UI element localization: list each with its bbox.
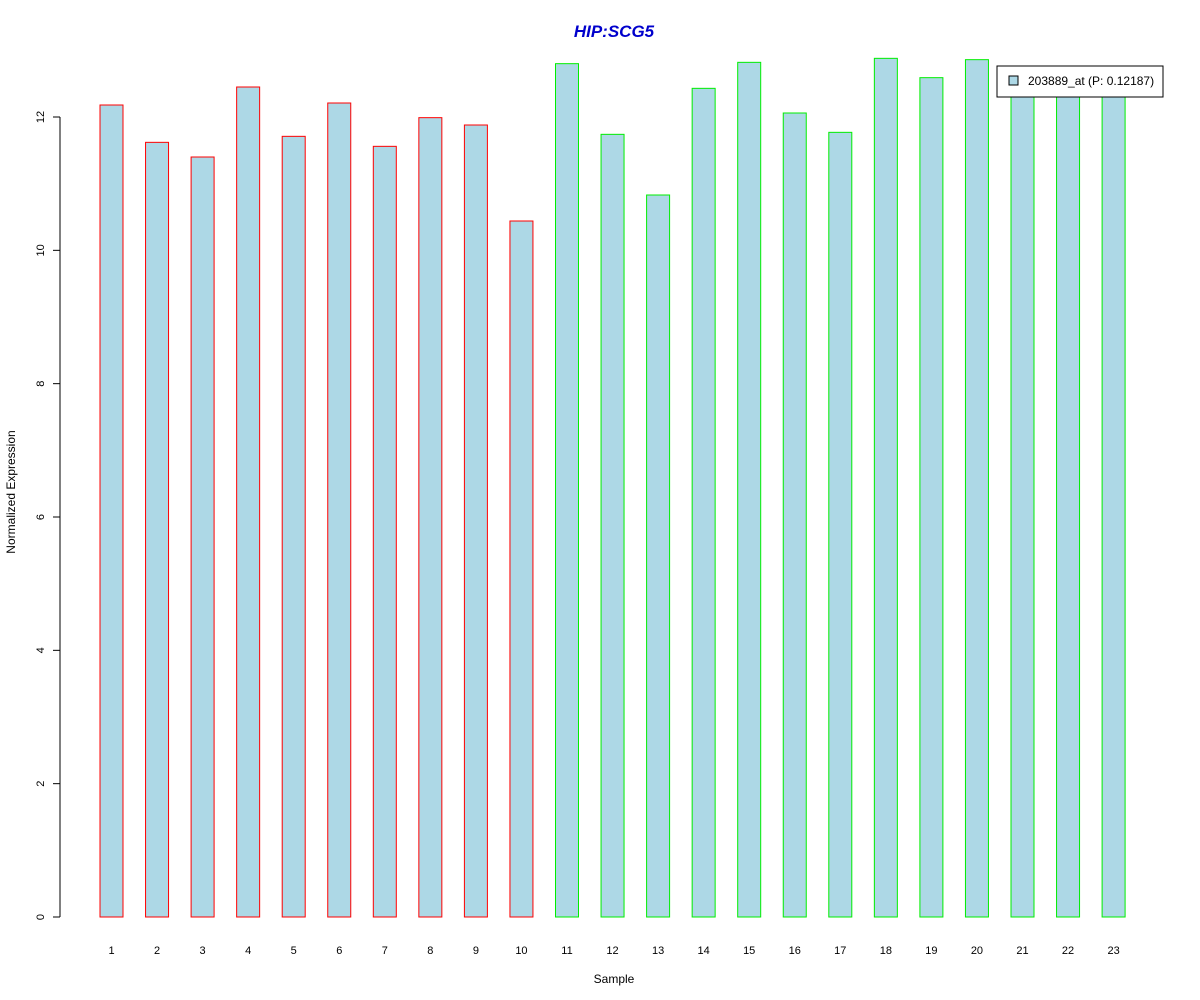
y-tick-label: 4 [35,647,47,653]
x-tick-label: 6 [336,945,342,957]
bar-sample-10 [509,220,534,918]
x-tick-label: 12 [606,945,618,957]
y-axis-title: Normalized Expression [4,430,18,553]
bar-sample-5 [281,135,306,918]
bar-sample-21 [1010,94,1035,918]
bar-sample-18 [873,57,898,918]
x-tick-label: 9 [473,945,479,957]
legend: 203889_at (P: 0.12187) [996,65,1164,98]
x-tick-label: 3 [200,945,206,957]
y-tick-label: 10 [35,244,47,256]
bar-sample-23 [1101,94,1126,918]
bar-sample-16 [782,112,807,918]
y-tick-label: 12 [35,111,47,123]
bar-sample-17 [828,131,853,918]
bar-sample-8 [418,117,443,918]
x-tick-label: 21 [1016,945,1028,957]
bar-sample-9 [463,124,488,918]
x-tick-label: 13 [652,945,664,957]
x-tick-label: 19 [925,945,937,957]
bar-sample-13 [646,194,671,918]
y-axis: 0 2 4 6 8 10 12 [35,111,61,920]
chart-title: HIP:SCG5 [574,22,655,41]
bar-sample-11 [555,63,579,918]
x-tick-label: 2 [154,945,160,957]
y-tick-label: 2 [35,781,47,787]
bars-group [99,57,1126,918]
bar-sample-4 [236,86,261,918]
x-tick-labels: 1 2 3 4 5 6 7 8 9 10 11 12 13 14 15 16 17 18 19 20 21 22 23 [108,945,1119,957]
x-tick-label: 17 [834,945,846,957]
x-tick-label: 22 [1062,945,1074,957]
legend-swatch [1008,75,1019,86]
x-tick-label: 14 [698,945,710,957]
x-tick-label: 11 [561,945,572,957]
bar-sample-14 [691,87,716,918]
x-tick-label: 1 [108,945,114,957]
bar-sample-19 [919,77,944,918]
x-tick-label: 20 [971,945,983,957]
bar-sample-2 [145,141,170,918]
x-tick-label: 16 [789,945,801,957]
x-tick-label: 4 [245,945,251,957]
bar-sample-20 [964,59,989,918]
x-tick-label: 7 [382,945,388,957]
bar-sample-22 [1056,94,1081,918]
legend-label: 203889_at (P: 0.12187) [1028,74,1154,88]
x-tick-label: 5 [291,945,297,957]
x-tick-label: 8 [427,945,433,957]
y-tick-label: 6 [35,514,47,520]
x-tick-label: 10 [515,945,527,957]
bar-sample-7 [372,145,397,918]
y-tick-label: 8 [35,381,47,387]
bar-sample-1 [99,104,124,918]
y-tick-label: 0 [35,914,47,920]
bar-sample-3 [190,156,215,918]
bar-sample-12 [600,133,625,918]
x-tick-label: 18 [880,945,892,957]
legend-box [996,65,1164,98]
x-tick-label: 15 [743,945,755,957]
bar-sample-6 [327,102,352,918]
x-tick-label: 23 [1107,945,1119,957]
bar-sample-15 [737,61,762,918]
x-axis-title: Sample [594,972,635,986]
